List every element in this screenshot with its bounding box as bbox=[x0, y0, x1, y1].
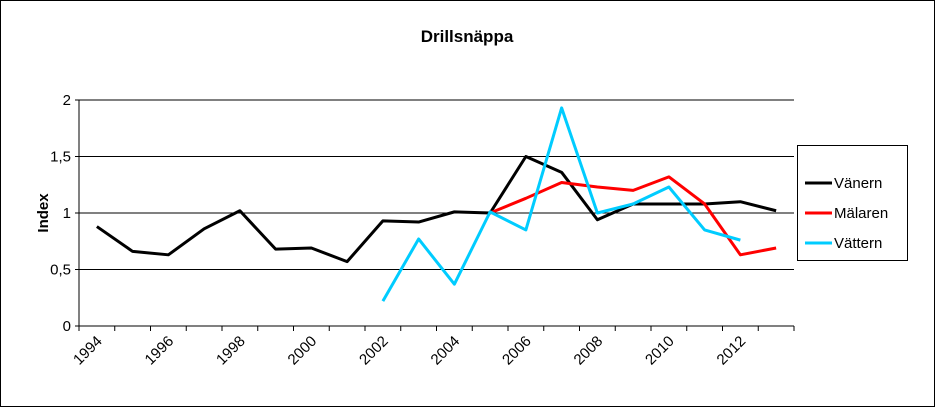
legend-label: Vänern bbox=[834, 175, 882, 192]
y-tick-label: 0,5 bbox=[50, 262, 71, 279]
y-tick-label: 1 bbox=[63, 205, 71, 222]
line-series bbox=[381, 106, 741, 302]
y-tick-label: 0 bbox=[63, 318, 71, 335]
chart-title: Drillsnäppa bbox=[421, 27, 514, 46]
y-axis-label: Index bbox=[35, 193, 52, 233]
legend-label: Mälaren bbox=[834, 205, 888, 222]
y-tick-label: 1,5 bbox=[50, 149, 71, 166]
line-series bbox=[96, 155, 777, 264]
legend-box bbox=[797, 145, 908, 261]
legend-label: Vättern bbox=[834, 235, 882, 252]
y-tick-label: 2 bbox=[63, 92, 71, 109]
